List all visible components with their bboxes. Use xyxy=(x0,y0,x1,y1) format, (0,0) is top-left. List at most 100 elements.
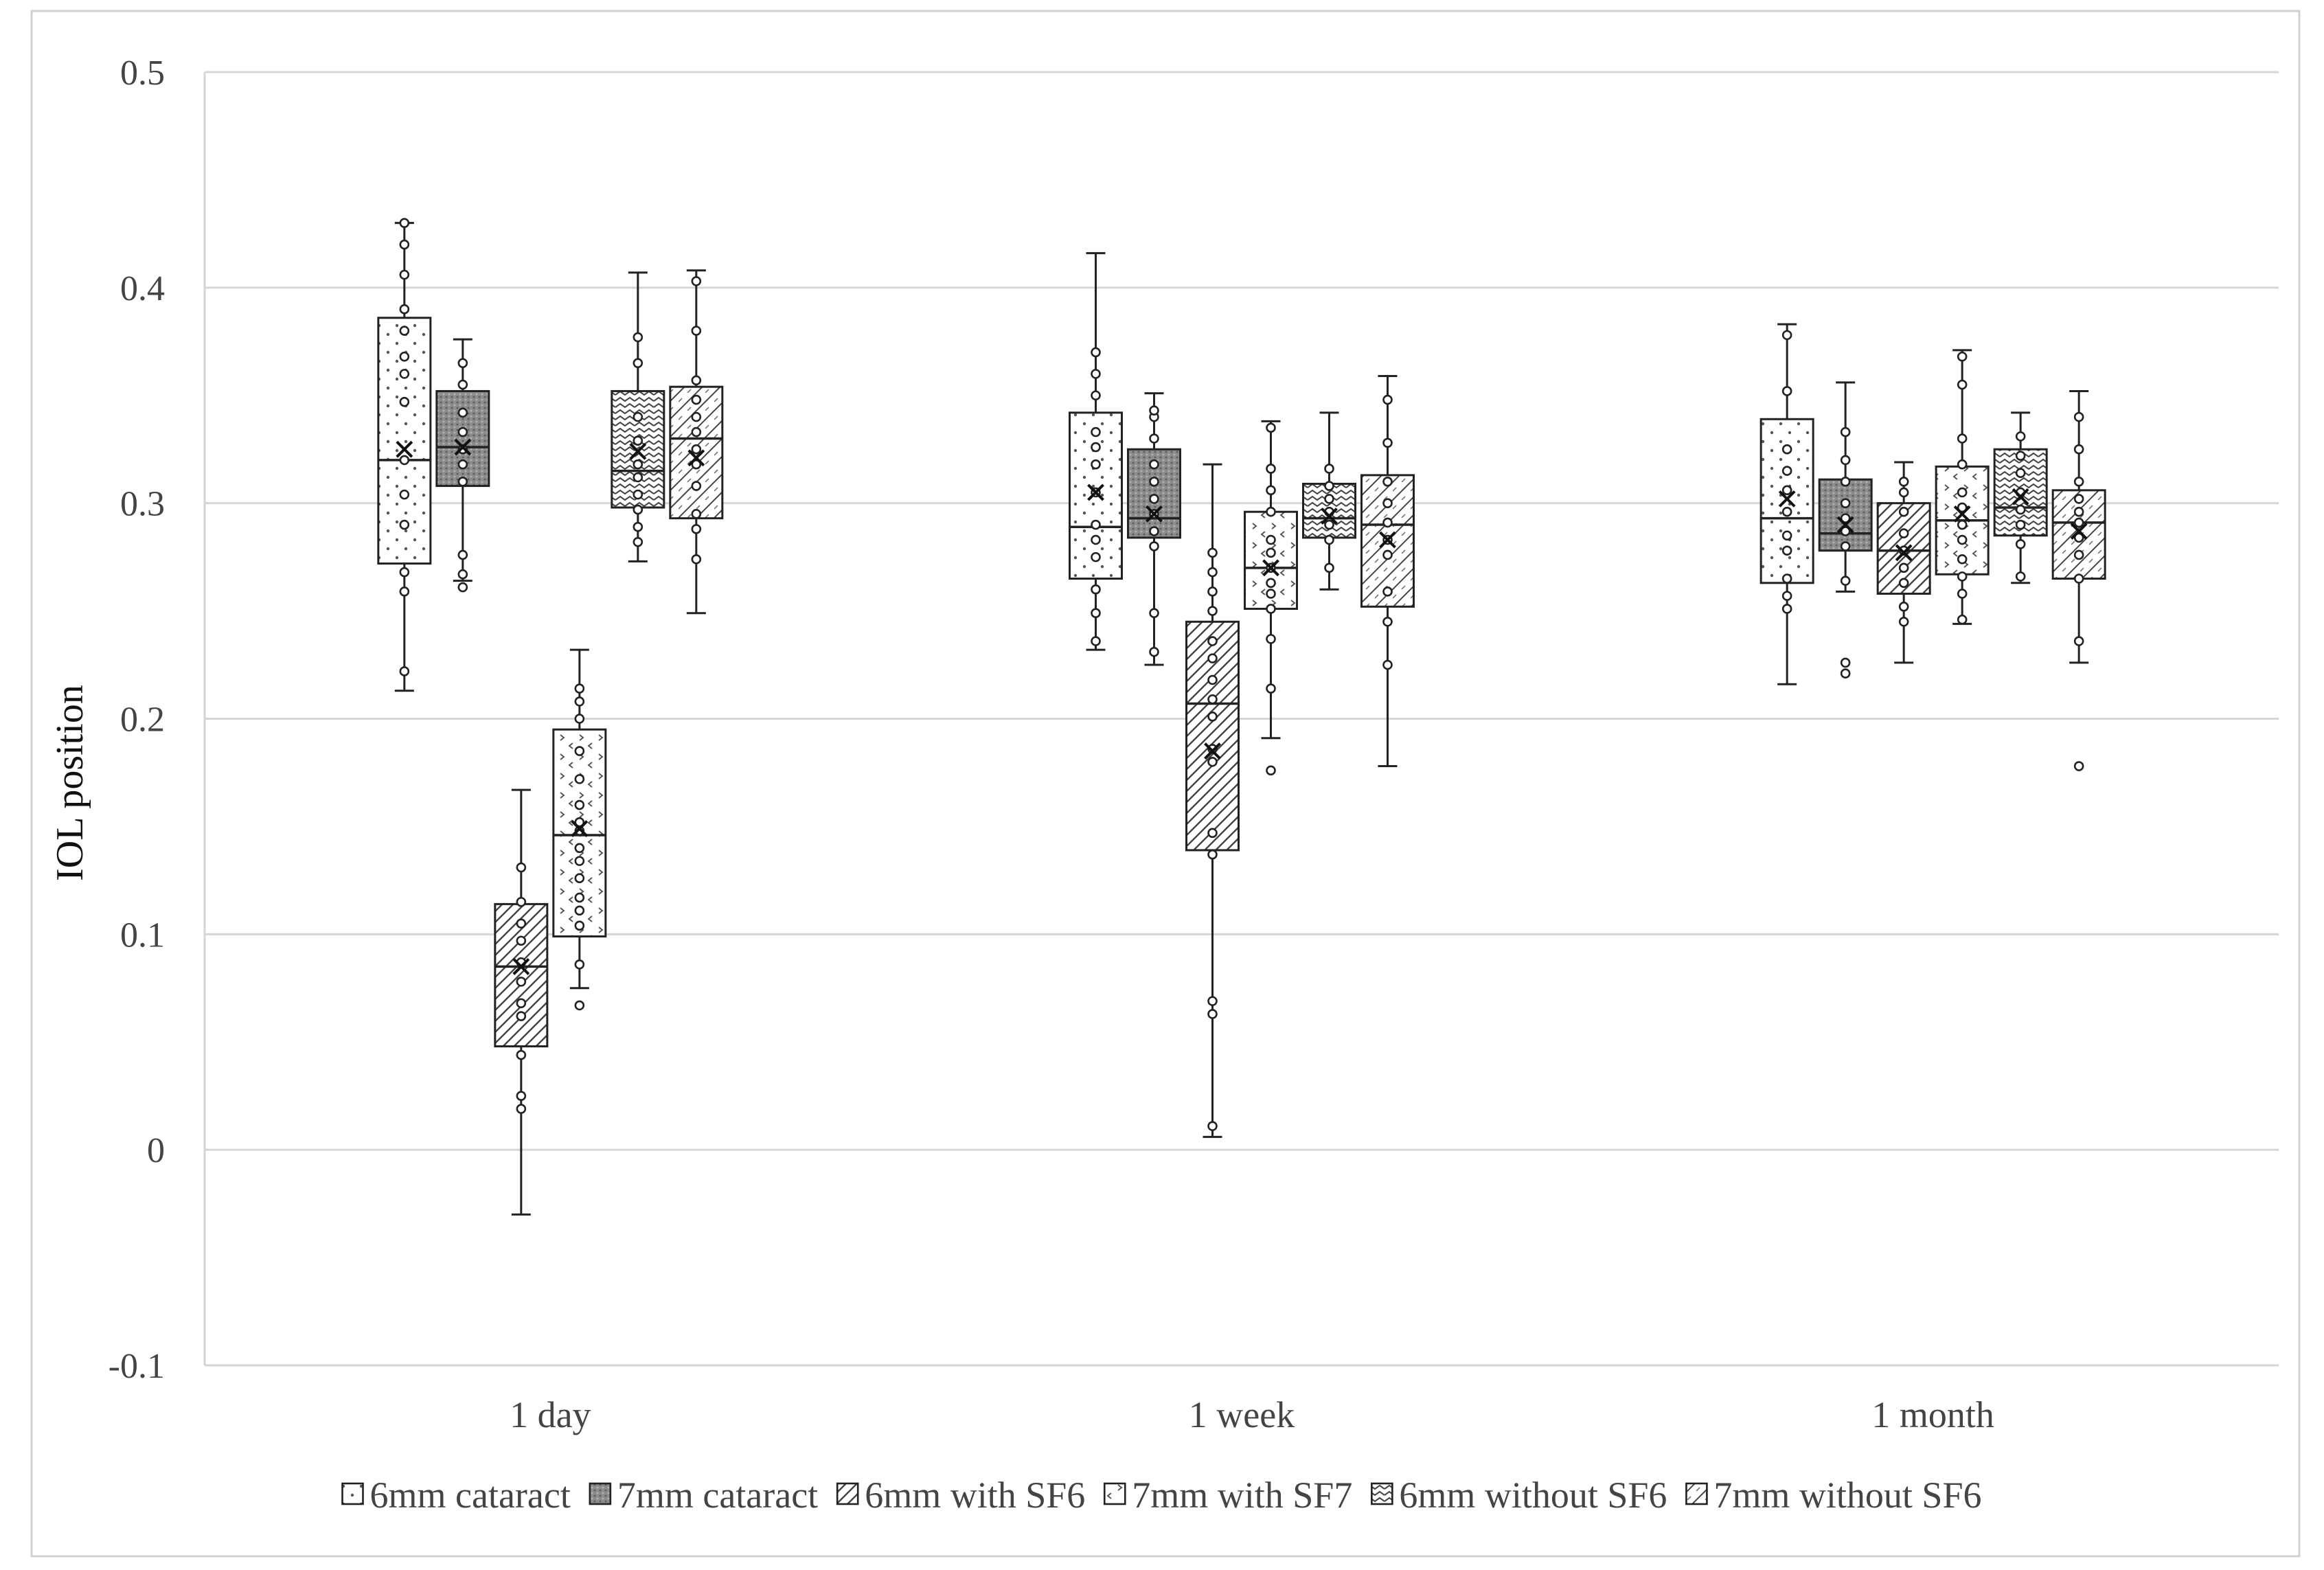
box-iqr xyxy=(435,389,490,488)
legend-item: 6mm cataract xyxy=(341,1475,571,1516)
outlier-point xyxy=(574,1000,585,1011)
data-point xyxy=(1324,562,1334,573)
data-point xyxy=(1781,466,1792,476)
data-point xyxy=(1266,547,1276,558)
box-plot xyxy=(1759,323,1814,685)
data-point xyxy=(633,332,643,343)
legend-label: 7mm with SF7 xyxy=(1132,1475,1352,1516)
data-point xyxy=(1898,545,1909,556)
series-7mm-cataract xyxy=(435,338,1873,679)
data-point xyxy=(574,683,585,694)
data-point xyxy=(574,959,585,970)
data-point xyxy=(1266,604,1276,614)
mean-marker xyxy=(1087,483,1104,501)
data-point xyxy=(1149,433,1159,444)
data-point xyxy=(574,856,585,866)
data-point xyxy=(1898,506,1909,517)
data-point xyxy=(1781,386,1792,396)
legend-label: 6mm without SF6 xyxy=(1399,1475,1667,1516)
box-plot xyxy=(1818,381,1873,679)
data-point xyxy=(633,536,643,547)
data-point xyxy=(2073,636,2084,646)
data-point xyxy=(633,489,643,500)
data-point xyxy=(2015,571,2026,582)
data-point xyxy=(516,918,527,929)
data-point xyxy=(633,459,643,470)
data-point xyxy=(2073,476,2084,487)
data-point xyxy=(691,459,702,470)
data-point xyxy=(1781,330,1792,341)
data-point xyxy=(1382,587,1393,597)
data-point xyxy=(1957,534,1968,545)
data-point xyxy=(1266,578,1276,589)
data-point xyxy=(1149,526,1159,536)
data-point xyxy=(399,587,410,597)
data-point xyxy=(1957,379,1968,390)
chart-frame xyxy=(30,10,2301,1558)
data-point xyxy=(1840,426,1851,437)
data-point xyxy=(1324,481,1334,491)
data-point xyxy=(457,549,468,560)
mean-marker xyxy=(571,820,589,837)
data-point xyxy=(633,521,643,532)
outlier-point xyxy=(1840,657,1851,668)
data-point xyxy=(2073,411,2084,422)
data-point xyxy=(399,489,410,500)
data-point xyxy=(1957,487,1968,498)
y-tick-label: 0 xyxy=(147,1131,165,1170)
data-point xyxy=(1091,584,1101,595)
data-point xyxy=(1149,476,1159,487)
legend-item: 7mm without SF6 xyxy=(1685,1475,1982,1516)
x-category-label: 1 month xyxy=(1871,1394,1994,1435)
data-point xyxy=(1898,562,1909,573)
data-point xyxy=(516,998,527,1009)
data-point xyxy=(1840,455,1851,466)
mean-marker xyxy=(1953,505,1971,523)
data-point xyxy=(1266,683,1276,694)
data-point xyxy=(1324,519,1334,530)
data-point xyxy=(1207,1121,1218,1131)
data-point xyxy=(457,476,468,487)
y-tick-label: 0.1 xyxy=(120,915,165,955)
data-point xyxy=(1149,541,1159,551)
data-point xyxy=(399,369,410,379)
data-point xyxy=(2015,431,2026,442)
data-point xyxy=(2073,517,2084,528)
data-point xyxy=(1781,444,1792,455)
legend: 6mm cataract 7mm cataract 6mm with SF6 7mm … xyxy=(341,1475,1982,1516)
box-plot xyxy=(1993,411,2048,584)
data-point xyxy=(1781,545,1792,556)
box-plot xyxy=(552,648,607,1011)
box-plot xyxy=(1069,252,1123,651)
data-point xyxy=(2073,532,2084,543)
data-point xyxy=(1898,616,1909,627)
y-tick-label: 0.2 xyxy=(120,701,165,740)
data-point xyxy=(399,519,410,530)
data-point xyxy=(1781,485,1792,496)
data-point xyxy=(691,326,702,336)
data-point xyxy=(2073,506,2084,517)
data-point xyxy=(1266,485,1276,496)
data-point xyxy=(1382,476,1393,487)
data-point xyxy=(574,892,585,903)
box-plot xyxy=(669,269,724,615)
series-7mm-with-sf7 xyxy=(552,349,1990,1011)
data-point xyxy=(1898,528,1909,538)
data-point xyxy=(1091,636,1101,646)
data-point xyxy=(1091,347,1101,358)
data-point xyxy=(1382,498,1393,508)
data-point xyxy=(1207,636,1218,646)
mean-marker xyxy=(454,438,472,456)
data-point xyxy=(1781,591,1792,601)
data-point xyxy=(1266,634,1276,644)
mean-marker xyxy=(1778,490,1796,508)
data-point xyxy=(2073,494,2084,504)
y-axis-ticks: -0.1 0 0.1 0.2 0.3 0.4 0.5 xyxy=(109,54,165,1386)
data-point xyxy=(691,509,702,519)
data-point xyxy=(633,435,643,446)
legend-label: 6mm with SF6 xyxy=(865,1475,1085,1516)
data-point xyxy=(691,426,702,437)
data-point xyxy=(1149,494,1159,504)
legend-swatch xyxy=(341,1482,364,1505)
data-point xyxy=(1840,498,1851,508)
